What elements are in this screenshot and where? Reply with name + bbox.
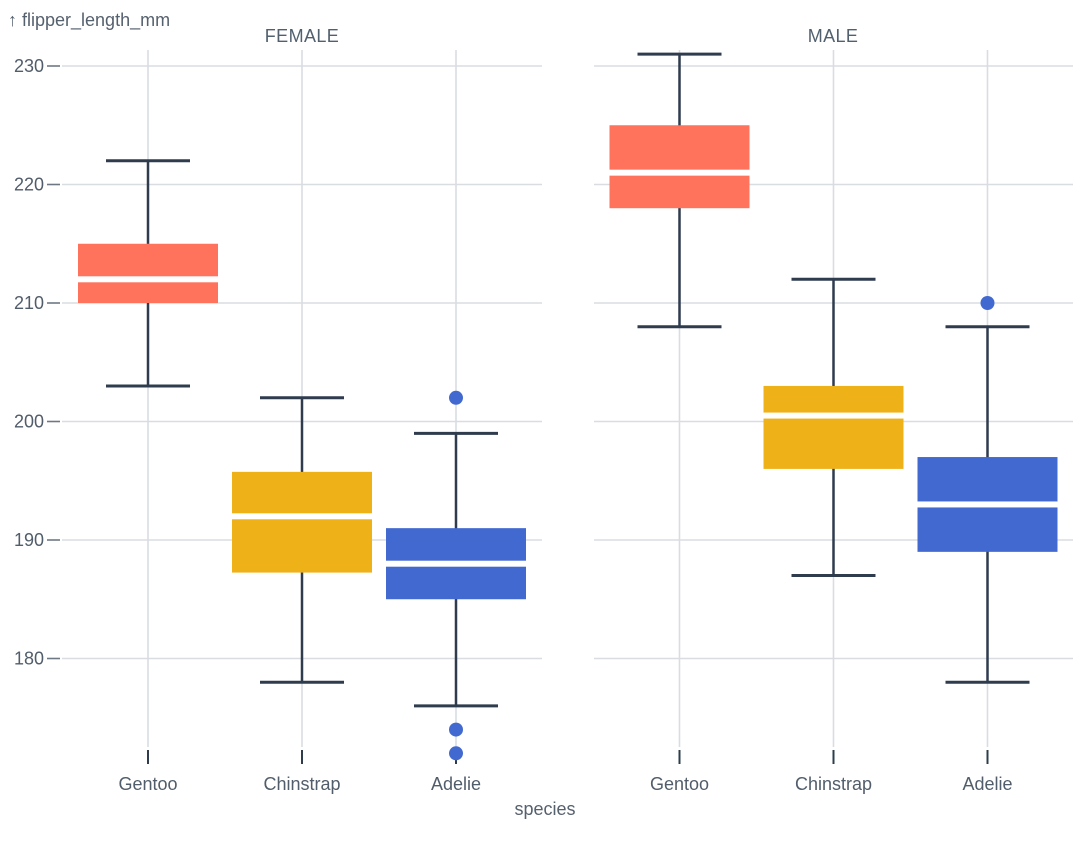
median-line-FEMALE-Chinstrap (232, 513, 372, 520)
category-label-FEMALE-Adelie: Adelie (431, 774, 481, 794)
y-tick-label-230: 230 (14, 56, 44, 76)
y-axis-label: ↑ flipper_length_mm (8, 10, 171, 30)
y-tick-label-190: 190 (14, 530, 44, 550)
median-line-FEMALE-Gentoo (78, 276, 218, 283)
box-rect-MALE-Chinstrap (763, 385, 904, 469)
category-label-FEMALE-Chinstrap: Chinstrap (263, 774, 340, 794)
box-rect-FEMALE-Chinstrap (232, 471, 372, 573)
y-tick-label-180: 180 (14, 649, 44, 669)
outlier-dot-FEMALE-Adelie-174 (449, 722, 463, 737)
category-label-MALE-Adelie: Adelie (962, 774, 1012, 794)
facet-title-male: MALE (807, 26, 859, 46)
outlier-dot-MALE-Adelie-210 (980, 296, 995, 310)
box-rect-FEMALE-Gentoo (78, 243, 218, 303)
median-line-MALE-Chinstrap (763, 412, 904, 419)
median-line-MALE-Adelie (917, 501, 1058, 508)
category-label-FEMALE-Gentoo: Gentoo (118, 774, 177, 794)
y-tick-label-200: 200 (14, 412, 44, 432)
outlier-dot-FEMALE-Adelie-202 (449, 390, 463, 405)
median-line-FEMALE-Adelie (386, 560, 526, 567)
median-line-MALE-Gentoo (609, 169, 750, 176)
box-rect-MALE-Gentoo (609, 125, 750, 209)
x-axis-label: species (514, 799, 576, 819)
facet-title-female: FEMALE (264, 26, 340, 46)
category-label-MALE-Gentoo: Gentoo (650, 774, 709, 794)
category-label-MALE-Chinstrap: Chinstrap (795, 774, 872, 794)
outlier-dot-FEMALE-Adelie-172 (449, 746, 463, 761)
y-tick-label-220: 220 (14, 175, 44, 195)
y-tick-label-210: 210 (14, 293, 44, 313)
